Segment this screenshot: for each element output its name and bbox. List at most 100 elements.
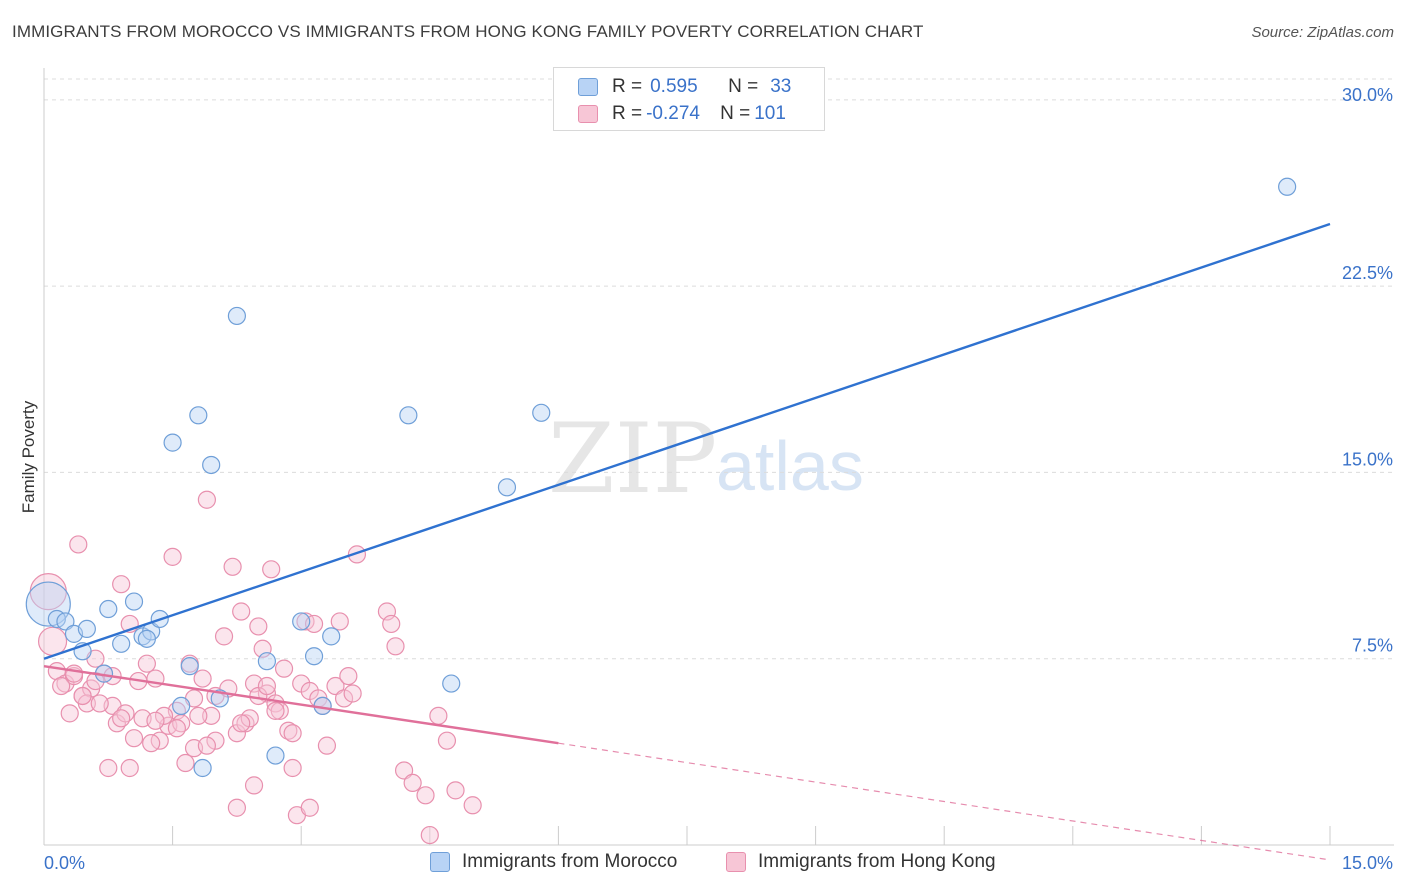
hongkong-point — [52, 676, 71, 696]
stats-legend: R = 0.595 N = 33 R = -0.274 N = 101 — [553, 67, 825, 131]
hongkong-point — [232, 602, 251, 621]
hongkong-point — [463, 796, 482, 815]
hongkong-point — [249, 617, 268, 636]
legend-n-value: 101 — [754, 103, 786, 124]
y-tick-label: 30.0% — [1342, 85, 1393, 105]
y-tick-label: 7.5% — [1352, 636, 1393, 656]
hongkong-point — [197, 736, 216, 755]
morocco-point — [99, 599, 118, 619]
morocco-point — [189, 406, 208, 425]
legend-swatch-morocco — [430, 852, 450, 872]
hongkong-point — [437, 731, 457, 750]
morocco-point — [137, 629, 156, 648]
hongkong-point — [330, 612, 349, 631]
x-tick-label: 0.0% — [44, 853, 85, 873]
hongkong-point — [69, 535, 88, 554]
hongkong-point — [240, 709, 259, 728]
hongkong-point — [266, 701, 285, 720]
y-tick-label: 15.0% — [1342, 449, 1393, 469]
hongkong-point — [334, 689, 354, 708]
hongkong-point — [420, 825, 439, 845]
hongkong-point — [120, 758, 139, 778]
morocco-point — [112, 634, 131, 653]
source-label: Source: ZipAtlas.com — [1251, 24, 1394, 41]
hongkong-point — [257, 676, 277, 696]
legend-n-value: 33 — [770, 76, 792, 97]
morocco-point — [257, 652, 277, 671]
legend-item-morocco[interactable]: Immigrants from Morocco — [430, 851, 677, 873]
hongkong-point — [176, 753, 195, 773]
hongkong-point — [274, 659, 294, 678]
morocco-point — [497, 478, 517, 497]
morocco-point — [172, 696, 191, 716]
hongkong-point — [206, 731, 225, 750]
hongkong-point — [244, 776, 264, 795]
hongkong-point — [382, 614, 401, 634]
hongkong-point — [112, 709, 131, 728]
morocco-point — [202, 455, 221, 475]
legend-swatch-morocco — [578, 78, 598, 96]
chart-title: IMMIGRANTS FROM MOROCCO VS IMMIGRANTS FR… — [12, 22, 924, 41]
axes — [43, 68, 1394, 846]
hongkong-point — [124, 729, 144, 748]
hongkong-point — [386, 637, 405, 656]
morocco-points — [25, 177, 1297, 778]
hongkong-point — [317, 736, 337, 755]
legend-r-label: R = — [612, 103, 643, 124]
hongkong-point — [283, 724, 302, 743]
grid-lines — [44, 78, 1394, 660]
morocco-trend-line — [43, 222, 1331, 660]
hongkong-point — [99, 758, 118, 778]
hongkong-point — [403, 773, 422, 793]
legend-r-label: R = — [612, 76, 643, 97]
x-tick-label: 15.0% — [1342, 853, 1393, 873]
hongkong-point — [64, 664, 84, 683]
morocco-point — [266, 746, 285, 765]
hongkong-point — [394, 761, 414, 780]
hongkong-point — [339, 666, 358, 686]
morocco-point — [124, 592, 144, 611]
hongkong-point — [429, 706, 448, 725]
hongkong-point — [142, 734, 161, 753]
hongkong-point — [326, 676, 345, 696]
legend-item-hongkong[interactable]: Immigrants from Hong Kong — [726, 851, 996, 873]
legend-label-hongkong: Immigrants from Hong Kong — [758, 851, 996, 872]
hongkong-point — [112, 575, 131, 594]
hongkong-point — [416, 786, 435, 805]
hongkong-points — [29, 490, 482, 845]
hongkong-point — [343, 684, 362, 703]
morocco-point — [292, 612, 311, 631]
tick-labels: 7.5% 15.0% 22.5% 30.0% 0.0% 15.0% — [44, 85, 1393, 873]
legend-label-morocco: Immigrants from Morocco — [462, 851, 678, 872]
morocco-point — [180, 657, 199, 676]
morocco-point — [56, 612, 75, 631]
legend-swatch-hongkong — [578, 105, 598, 123]
hongkong-point — [137, 654, 156, 673]
morocco-point — [193, 758, 212, 778]
hongkong-point — [262, 560, 281, 579]
hongkong-point — [167, 719, 186, 738]
y-tick-label: 22.5% — [1342, 263, 1393, 283]
trend-lines — [43, 222, 1331, 861]
hongkong-point — [223, 557, 242, 576]
hongkong-point — [283, 758, 302, 778]
watermark-atlas: atlas — [716, 427, 864, 505]
hongkong-point — [146, 711, 165, 730]
morocco-point — [532, 403, 551, 422]
morocco-point — [163, 433, 182, 452]
hongkong-point — [163, 547, 182, 566]
morocco-point — [304, 647, 324, 666]
hongkong-trend-extension — [558, 742, 1331, 861]
hongkong-point — [347, 545, 367, 564]
hongkong-point — [154, 706, 174, 725]
series-legend: Immigrants from Morocco Immigrants from … — [0, 851, 1406, 879]
hongkong-point — [60, 704, 79, 723]
hongkong-point — [193, 669, 212, 688]
hongkong-point — [202, 706, 221, 725]
legend-row-morocco: R = 0.595 N = 33 — [554, 74, 791, 100]
morocco-point — [442, 674, 461, 693]
hongkong-point — [73, 686, 92, 706]
hongkong-point — [90, 694, 109, 713]
legend-swatch-hongkong — [726, 852, 746, 872]
